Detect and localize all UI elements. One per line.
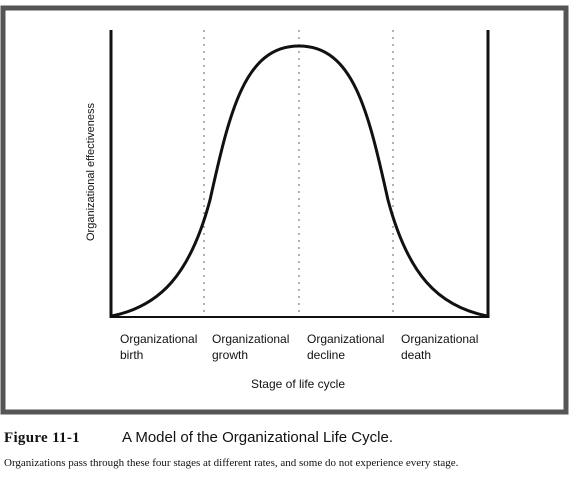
figure-description: Organizations pass through these four st…: [4, 457, 459, 469]
stage-birth-label-1: Organizational: [120, 332, 197, 346]
stage-death-label-2: death: [401, 348, 431, 362]
y-axis-label: Organizational effectiveness: [85, 103, 97, 241]
stage-decline-label-1: Organizational: [307, 332, 384, 346]
stage-decline-label-2: decline: [307, 348, 345, 362]
x-axis-label: Stage of life cycle: [251, 377, 345, 391]
stage-death-label-1: Organizational: [401, 332, 478, 346]
frame-border: [0, 5, 569, 415]
effectiveness-curve: [111, 44, 488, 318]
stage-birth-label-2: birth: [120, 348, 143, 362]
figure-number: Figure 11-1: [4, 430, 80, 446]
stage-growth-label-2: growth: [212, 348, 248, 362]
figure-title: A Model of the Organizational Life Cycle…: [122, 429, 393, 446]
stage-growth-label-1: Organizational: [212, 332, 289, 346]
diagram-canvas: Organizational effectiveness Organizatio…: [0, 5, 569, 415]
